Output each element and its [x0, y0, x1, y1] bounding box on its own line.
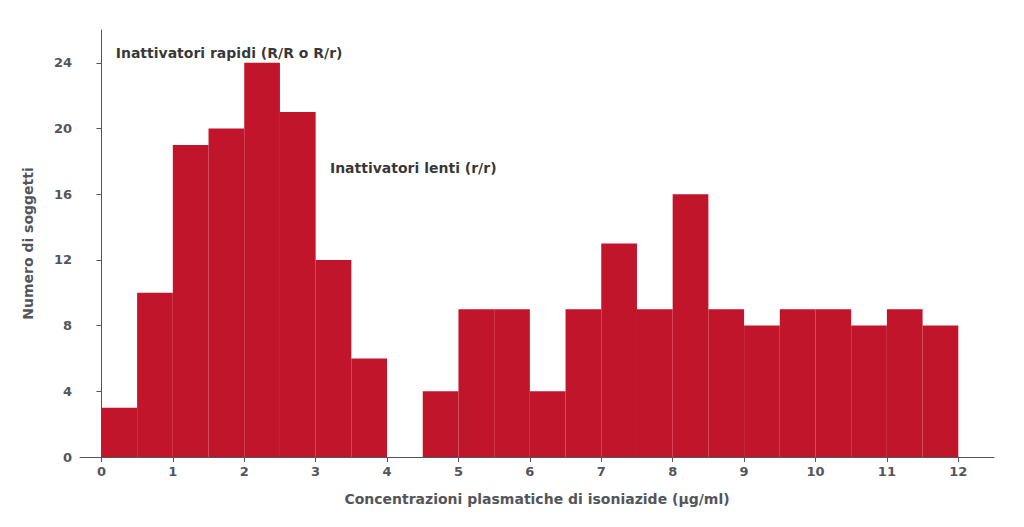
svg-text:4: 4: [383, 464, 392, 479]
svg-text:16: 16: [54, 187, 72, 202]
svg-text:7: 7: [597, 464, 606, 479]
svg-text:1: 1: [168, 464, 177, 479]
svg-text:8: 8: [63, 318, 72, 333]
svg-text:0: 0: [97, 464, 106, 479]
svg-text:2: 2: [240, 464, 249, 479]
svg-text:Inattivatori rapidi (R/R o R/r: Inattivatori rapidi (R/R o R/r): [116, 45, 343, 61]
svg-text:8: 8: [668, 464, 677, 479]
svg-text:0: 0: [63, 450, 72, 465]
svg-text:6: 6: [525, 464, 534, 479]
svg-text:20: 20: [54, 121, 72, 136]
svg-text:9: 9: [740, 464, 749, 479]
svg-text:10: 10: [806, 464, 824, 479]
svg-text:12: 12: [54, 252, 72, 267]
svg-text:3: 3: [311, 464, 320, 479]
svg-text:Concentrazioni plasmatiche di: Concentrazioni plasmatiche di isoniazide…: [344, 491, 729, 507]
svg-text:12: 12: [949, 464, 967, 479]
svg-text:Inattivatori lenti (r/r): Inattivatori lenti (r/r): [330, 160, 497, 176]
svg-text:11: 11: [878, 464, 896, 479]
svg-text:Numero di soggetti: Numero di soggetti: [20, 167, 36, 320]
svg-text:4: 4: [63, 384, 72, 399]
svg-text:5: 5: [454, 464, 463, 479]
svg-text:24: 24: [54, 55, 72, 70]
